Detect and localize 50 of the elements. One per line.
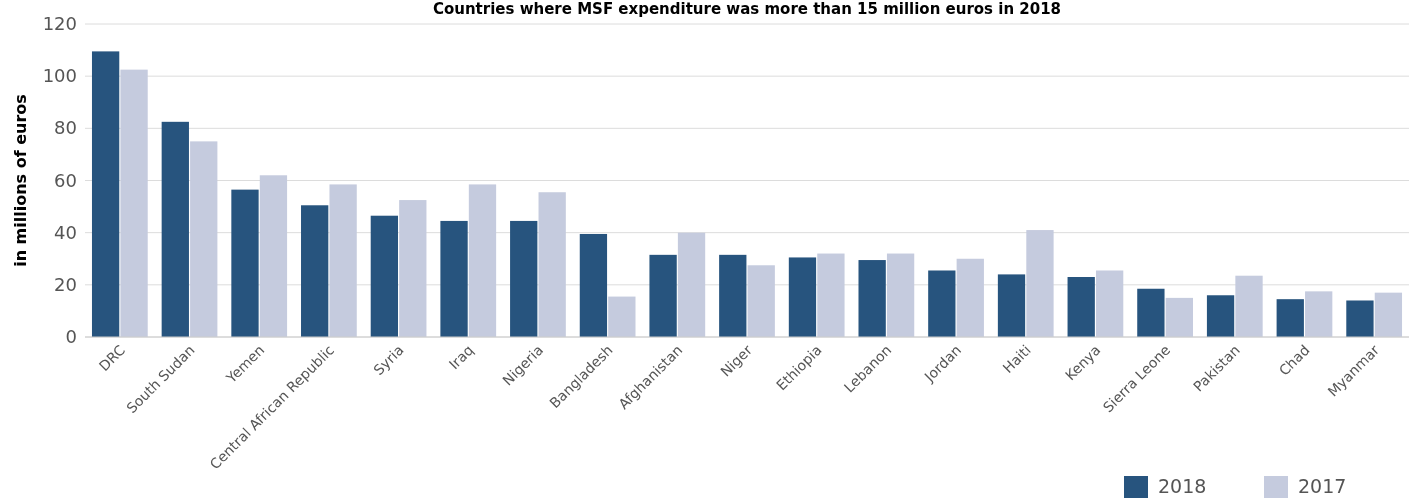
bar [788,257,817,337]
bar [928,270,956,337]
bar [231,189,259,337]
bar [1346,300,1374,337]
bar [1206,295,1235,337]
bar [538,192,566,337]
bar [190,141,218,337]
bar [719,254,747,337]
bar [1374,292,1403,337]
bar [1276,299,1304,337]
y-tick-label: 0 [65,326,77,347]
bar [1067,277,1095,337]
bar [747,265,775,337]
bar [370,215,399,337]
bar [1137,288,1165,337]
y-axis-title: in millions of euros [11,94,30,267]
bar [301,205,329,337]
bar [91,51,120,337]
chart-title: Countries where MSF expenditure was more than 15 million euros in 2018 [432,0,1062,18]
bar [1165,297,1193,337]
bar [399,200,427,337]
bar [1026,230,1054,337]
y-tick-label: 80 [54,117,77,139]
y-tick-label: 100 [42,65,77,87]
y-tick-label: 120 [42,13,77,34]
bar [161,121,189,337]
bar [997,274,1026,337]
bar [579,233,608,337]
bar [1305,291,1333,337]
bar [120,69,148,337]
bar [956,258,984,337]
bar [649,254,677,337]
bar [329,184,357,337]
y-tick-label: 20 [54,273,77,295]
x-tick-label: Iraq [445,341,477,373]
bar [677,232,706,337]
legend-label: 2018 [1158,475,1207,497]
bar [1095,270,1124,337]
y-tick-label: 60 [54,169,77,191]
legend-label: 2017 [1298,475,1347,497]
bar [440,220,468,337]
bar [886,253,915,337]
bar [510,220,538,337]
y-tick-label: 40 [54,221,77,243]
bar [608,296,636,337]
bar [468,184,497,337]
bar [259,175,288,337]
bar [817,253,845,337]
bar [858,260,886,337]
bar [1235,275,1263,337]
